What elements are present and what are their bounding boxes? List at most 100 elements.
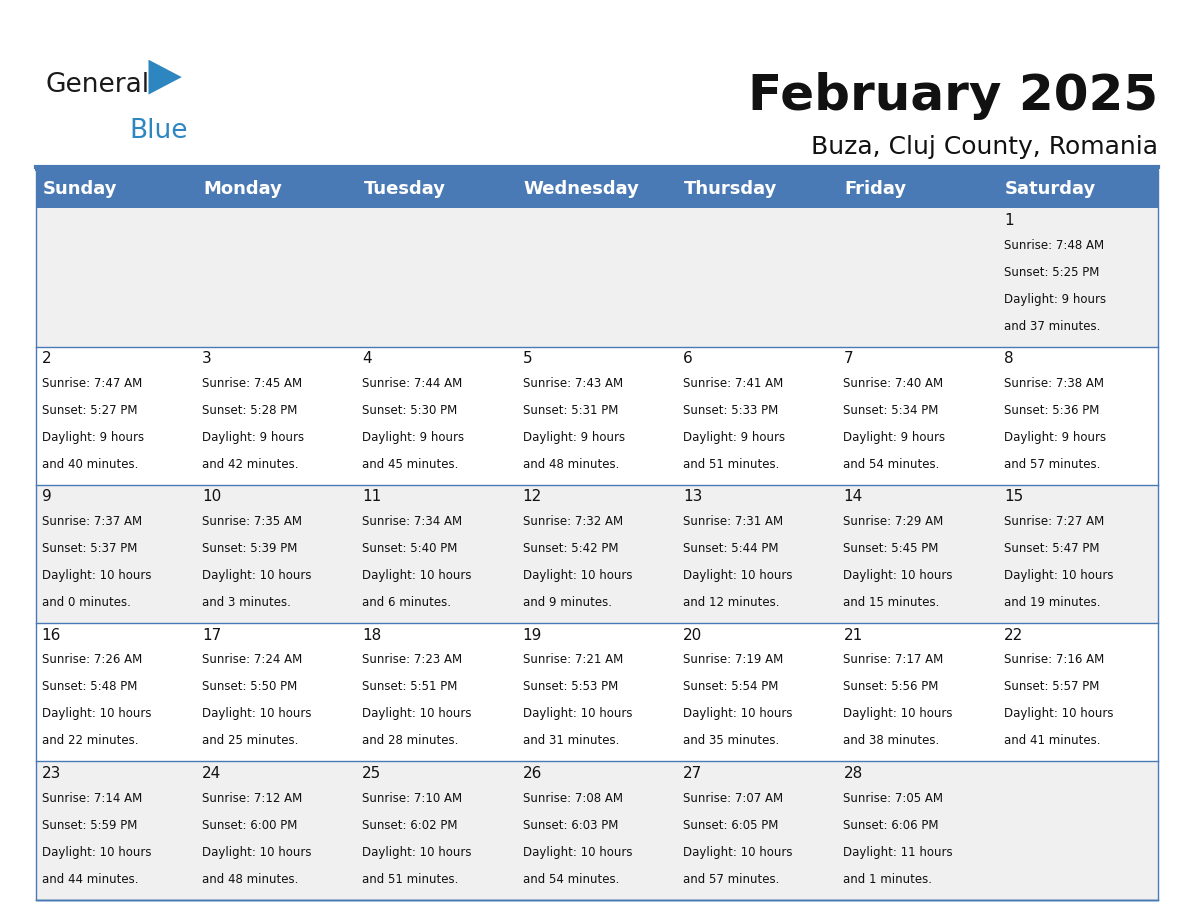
Text: 7: 7 <box>843 352 853 366</box>
Bar <box>677 170 838 208</box>
Bar <box>36 347 196 485</box>
Text: Daylight: 10 hours: Daylight: 10 hours <box>683 569 792 582</box>
Text: 8: 8 <box>1004 352 1013 366</box>
Text: and 40 minutes.: and 40 minutes. <box>42 458 138 471</box>
Text: and 57 minutes.: and 57 minutes. <box>1004 458 1100 471</box>
Text: Sunset: 5:53 PM: Sunset: 5:53 PM <box>523 680 618 693</box>
Text: Daylight: 10 hours: Daylight: 10 hours <box>683 845 792 858</box>
Bar <box>356 485 517 623</box>
Text: Sunrise: 7:21 AM: Sunrise: 7:21 AM <box>523 654 623 666</box>
Text: and 25 minutes.: and 25 minutes. <box>202 734 298 747</box>
Bar <box>36 623 196 761</box>
Bar <box>356 208 517 347</box>
Text: Daylight: 10 hours: Daylight: 10 hours <box>202 845 311 858</box>
Bar <box>998 761 1158 900</box>
Bar <box>356 347 517 485</box>
Text: and 57 minutes.: and 57 minutes. <box>683 873 779 886</box>
Text: Sunset: 5:30 PM: Sunset: 5:30 PM <box>362 404 457 417</box>
Text: Daylight: 10 hours: Daylight: 10 hours <box>42 708 151 721</box>
Text: and 51 minutes.: and 51 minutes. <box>683 458 779 471</box>
Text: Sunrise: 7:48 AM: Sunrise: 7:48 AM <box>1004 239 1104 252</box>
Text: and 15 minutes.: and 15 minutes. <box>843 596 940 609</box>
Text: Blue: Blue <box>129 118 188 144</box>
Text: Daylight: 10 hours: Daylight: 10 hours <box>362 569 472 582</box>
Text: 16: 16 <box>42 628 61 643</box>
Text: Sunset: 5:57 PM: Sunset: 5:57 PM <box>1004 680 1099 693</box>
Text: Daylight: 9 hours: Daylight: 9 hours <box>1004 431 1106 443</box>
Text: 23: 23 <box>42 766 61 781</box>
Text: and 19 minutes.: and 19 minutes. <box>1004 596 1100 609</box>
Text: Daylight: 10 hours: Daylight: 10 hours <box>362 845 472 858</box>
Text: Friday: Friday <box>845 180 906 198</box>
Bar <box>998 485 1158 623</box>
Text: Sunset: 5:56 PM: Sunset: 5:56 PM <box>843 680 939 693</box>
Text: 10: 10 <box>202 489 221 505</box>
Text: 24: 24 <box>202 766 221 781</box>
Text: Sunset: 6:02 PM: Sunset: 6:02 PM <box>362 819 457 832</box>
Bar <box>196 761 356 900</box>
Text: and 22 minutes.: and 22 minutes. <box>42 734 138 747</box>
Text: Sunrise: 7:17 AM: Sunrise: 7:17 AM <box>843 654 943 666</box>
Text: Sunrise: 7:23 AM: Sunrise: 7:23 AM <box>362 654 462 666</box>
Bar <box>517 623 677 761</box>
Text: and 42 minutes.: and 42 minutes. <box>202 458 298 471</box>
Text: Sunrise: 7:34 AM: Sunrise: 7:34 AM <box>362 515 462 528</box>
Text: Daylight: 10 hours: Daylight: 10 hours <box>202 708 311 721</box>
Text: Sunrise: 7:24 AM: Sunrise: 7:24 AM <box>202 654 302 666</box>
Bar <box>196 347 356 485</box>
Bar <box>838 208 998 347</box>
Text: Sunset: 5:37 PM: Sunset: 5:37 PM <box>42 543 137 555</box>
Text: 5: 5 <box>523 352 532 366</box>
Text: Sunrise: 7:29 AM: Sunrise: 7:29 AM <box>843 515 943 528</box>
Text: Sunset: 5:51 PM: Sunset: 5:51 PM <box>362 680 457 693</box>
Text: and 6 minutes.: and 6 minutes. <box>362 596 451 609</box>
Bar <box>356 761 517 900</box>
Bar <box>36 170 196 208</box>
Text: Daylight: 9 hours: Daylight: 9 hours <box>202 431 304 443</box>
Text: Daylight: 10 hours: Daylight: 10 hours <box>1004 708 1113 721</box>
Bar <box>356 623 517 761</box>
Text: Thursday: Thursday <box>684 180 778 198</box>
Text: Sunrise: 7:14 AM: Sunrise: 7:14 AM <box>42 791 141 805</box>
Text: 2: 2 <box>42 352 51 366</box>
Text: 17: 17 <box>202 628 221 643</box>
Text: Sunrise: 7:32 AM: Sunrise: 7:32 AM <box>523 515 623 528</box>
Text: and 44 minutes.: and 44 minutes. <box>42 873 138 886</box>
Text: 18: 18 <box>362 628 381 643</box>
Text: and 31 minutes.: and 31 minutes. <box>523 734 619 747</box>
Bar <box>196 170 356 208</box>
Bar <box>517 208 677 347</box>
Text: Sunset: 5:40 PM: Sunset: 5:40 PM <box>362 543 457 555</box>
Text: 3: 3 <box>202 352 211 366</box>
Text: 28: 28 <box>843 766 862 781</box>
Text: and 1 minutes.: and 1 minutes. <box>843 873 933 886</box>
Bar <box>677 347 838 485</box>
Text: 14: 14 <box>843 489 862 505</box>
Bar <box>998 170 1158 208</box>
Text: Sunrise: 7:10 AM: Sunrise: 7:10 AM <box>362 791 462 805</box>
Text: Sunset: 5:28 PM: Sunset: 5:28 PM <box>202 404 297 417</box>
Text: Sunset: 5:54 PM: Sunset: 5:54 PM <box>683 680 778 693</box>
Text: Sunrise: 7:47 AM: Sunrise: 7:47 AM <box>42 377 141 390</box>
Text: and 45 minutes.: and 45 minutes. <box>362 458 459 471</box>
Text: Sunrise: 7:26 AM: Sunrise: 7:26 AM <box>42 654 141 666</box>
Bar <box>36 208 196 347</box>
Bar <box>36 485 196 623</box>
Text: Sunset: 6:05 PM: Sunset: 6:05 PM <box>683 819 778 832</box>
Text: and 41 minutes.: and 41 minutes. <box>1004 734 1100 747</box>
Text: and 37 minutes.: and 37 minutes. <box>1004 319 1100 332</box>
Bar <box>838 623 998 761</box>
Text: Daylight: 9 hours: Daylight: 9 hours <box>683 431 785 443</box>
Text: Sunrise: 7:40 AM: Sunrise: 7:40 AM <box>843 377 943 390</box>
Text: and 28 minutes.: and 28 minutes. <box>362 734 459 747</box>
Text: Sunset: 5:59 PM: Sunset: 5:59 PM <box>42 819 137 832</box>
Bar <box>838 485 998 623</box>
Text: Daylight: 10 hours: Daylight: 10 hours <box>42 845 151 858</box>
Text: and 38 minutes.: and 38 minutes. <box>843 734 940 747</box>
Text: Sunset: 5:42 PM: Sunset: 5:42 PM <box>523 543 618 555</box>
Text: Sunset: 5:25 PM: Sunset: 5:25 PM <box>1004 265 1099 279</box>
Text: and 9 minutes.: and 9 minutes. <box>523 596 612 609</box>
Text: 13: 13 <box>683 489 702 505</box>
Bar <box>677 208 838 347</box>
Text: Sunrise: 7:12 AM: Sunrise: 7:12 AM <box>202 791 302 805</box>
